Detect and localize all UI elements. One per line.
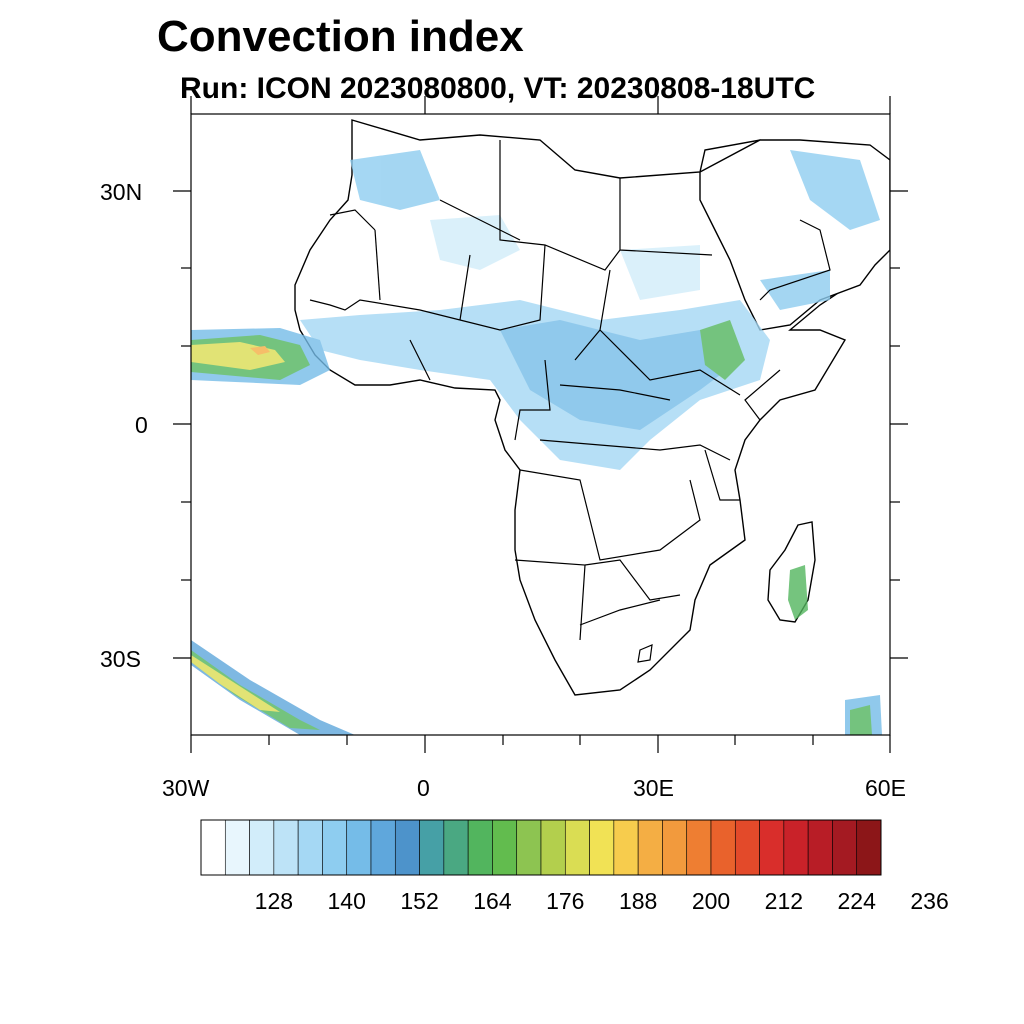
colorbar — [200, 819, 882, 876]
colorbar-tick-label: 164 — [473, 888, 512, 914]
colorbar-tick-label: 152 — [400, 888, 439, 914]
colorbar-bin — [662, 819, 688, 876]
colorbar-bin — [467, 819, 493, 876]
colorbar-tick-label: 200 — [691, 888, 731, 914]
colorbar-bin — [783, 819, 809, 876]
colorbar-bin — [443, 819, 469, 876]
colorbar-bin — [516, 819, 542, 876]
colorbar-bin — [710, 819, 736, 876]
colorbar-tick-label: 236 — [910, 888, 949, 914]
colorbar-bin — [637, 819, 663, 876]
lat-ticks — [173, 190, 908, 659]
lon-label-60e: 60E — [865, 775, 906, 801]
lat-label-30s: 30S — [100, 646, 141, 672]
colorbar-tick-label: 128 — [254, 888, 294, 914]
lon-label-30w: 30W — [162, 775, 210, 801]
colorbar-tick-label: 188 — [618, 888, 658, 914]
convection-field — [191, 150, 882, 735]
colorbar-tick-label: 224 — [837, 888, 876, 914]
colorbar-bin — [540, 819, 566, 876]
colorbar-bin — [297, 819, 323, 876]
colorbar-outline — [200, 819, 882, 876]
colorbar-bin — [589, 819, 615, 876]
lon-ticks — [190, 96, 891, 753]
colorbar-bin — [273, 819, 299, 876]
map-title: Convection index — [157, 12, 524, 61]
colorbar-tick-label: 212 — [764, 888, 804, 914]
colorbar-bin — [564, 819, 590, 876]
colorbar-bin — [249, 819, 275, 876]
colorbar-bin — [224, 819, 250, 876]
colorbar-bin — [419, 819, 445, 876]
colorbar-bin — [832, 819, 858, 876]
map-subtitle: Run: ICON 2023080800, VT: 20230808-18UTC — [180, 72, 816, 105]
colorbar-bin — [856, 819, 882, 876]
country-borders — [309, 140, 831, 663]
colorbar-bin — [613, 819, 639, 876]
lat-label-30n: 30N — [100, 179, 143, 205]
colorbar-bin — [734, 819, 760, 876]
colorbar-tick-label: 176 — [546, 888, 585, 914]
colorbar-bin — [200, 819, 226, 876]
map-area — [191, 119, 890, 735]
colorbar-bin — [322, 819, 348, 876]
colorbar-bin — [394, 819, 420, 876]
colorbar-bin — [759, 819, 785, 876]
colorbar-bin — [346, 819, 372, 876]
lon-label-0: 0 — [417, 775, 430, 801]
colorbar-bin — [370, 819, 396, 876]
colorbar-bin — [807, 819, 833, 876]
lon-label-30e: 30E — [633, 775, 674, 801]
lat-label-0: 0 — [135, 412, 148, 438]
colorbar-bin — [492, 819, 518, 876]
colorbar-tick-label: 140 — [327, 888, 366, 914]
colorbar-bin — [686, 819, 712, 876]
